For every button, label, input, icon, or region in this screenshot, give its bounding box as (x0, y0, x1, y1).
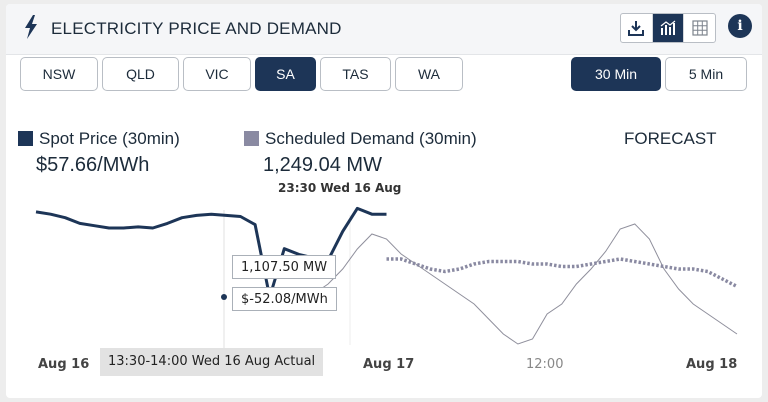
demand-legend-swatch (244, 131, 259, 146)
x-tick-label: 12:00 (526, 357, 564, 372)
demand-legend-label: Scheduled Demand (30min) (265, 129, 477, 148)
timestamp: 23:30 Wed 16 Aug (278, 181, 402, 195)
price-legend-label: Spot Price (30min) (39, 129, 180, 148)
widget-title: ELECTRICITY PRICE AND DEMAND (51, 19, 342, 38)
hover-time-label: 13:30-14:00 Wed 16 Aug Actual (100, 348, 324, 376)
bolt-icon (25, 15, 37, 39)
series-scheduled-demand-line (386, 257, 738, 289)
chart-view-button[interactable] (651, 14, 684, 42)
demand-tooltip: 1,107.50 MW (232, 255, 337, 279)
download-button[interactable] (621, 14, 652, 42)
tab-30-min[interactable]: 30 Min (571, 57, 661, 91)
demand-value: 1,249.04 MW (263, 154, 382, 176)
hover-point (221, 294, 227, 300)
tab-qld[interactable]: QLD (102, 57, 179, 91)
tab-vic[interactable]: VIC (183, 57, 251, 91)
tab-nsw[interactable]: NSW (20, 57, 98, 91)
forecast-label: FORECAST (624, 129, 717, 148)
series-thin-line (269, 223, 738, 345)
chart-icon (660, 20, 676, 35)
x-tick-label: Aug 18 (686, 357, 738, 372)
price-value: $57.66/MWh (36, 154, 150, 176)
info-icon[interactable]: i (728, 14, 752, 38)
table-view-button[interactable] (683, 14, 715, 42)
widget-header: ELECTRICITY PRICE AND DEMAND i (6, 4, 762, 55)
x-tick-label: Aug 17 (363, 357, 415, 372)
tab-tas[interactable]: TAS (320, 57, 391, 91)
series-spot-price-line (35, 206, 387, 299)
tab-sa[interactable]: SA (255, 57, 316, 91)
price-legend-swatch (18, 131, 33, 146)
price-tooltip: $-52.08/MWh (232, 287, 337, 311)
table-icon (692, 20, 708, 36)
download-icon (628, 21, 645, 36)
view-toggle-group (620, 13, 716, 43)
tab-wa[interactable]: WA (395, 57, 463, 91)
x-tick-label: Aug 16 (38, 357, 90, 372)
tab-5-min[interactable]: 5 Min (665, 57, 747, 91)
